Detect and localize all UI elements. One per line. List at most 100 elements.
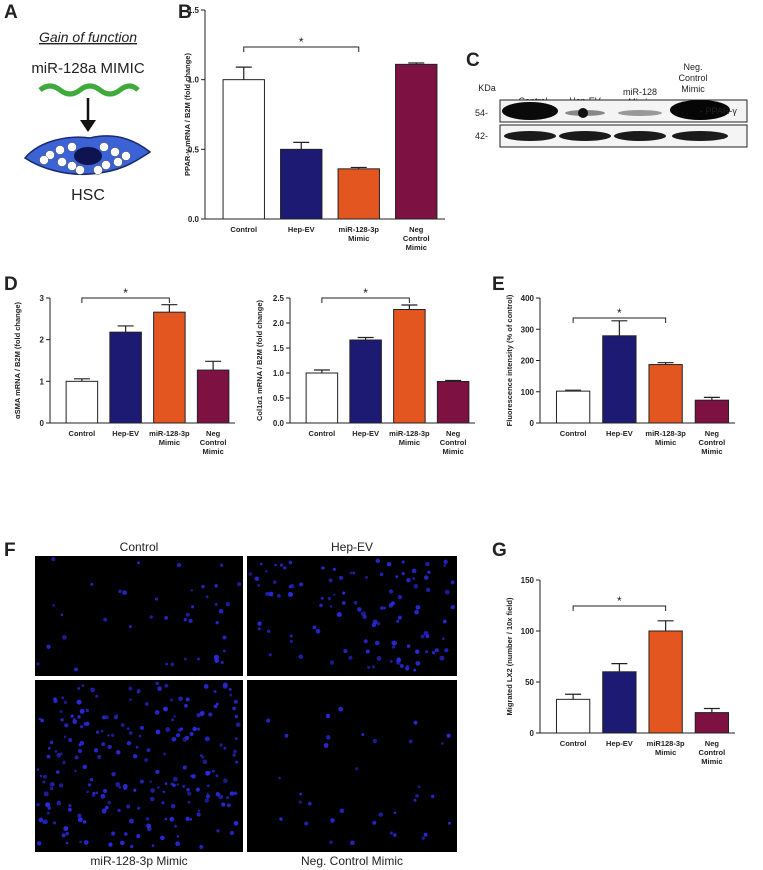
nucleus-dot (396, 660, 401, 665)
nucleus-dot (155, 769, 160, 774)
nucleus-dot (100, 729, 104, 733)
nucleus-dot (349, 571, 353, 575)
significance-bracket (321, 297, 410, 303)
nucleus-dot (124, 832, 128, 836)
lipid-droplet (99, 142, 109, 152)
nucleus-dot (52, 821, 57, 825)
nucleus-dot (205, 794, 210, 799)
nucleus-dot (64, 723, 69, 728)
nucleus-dot (372, 820, 377, 825)
nucleus-dot (101, 808, 107, 814)
nucleus-dot (343, 648, 348, 654)
bar (393, 309, 426, 424)
y-tick-label: 0.0 (273, 419, 285, 428)
nucleus-dot (126, 804, 131, 809)
nucleus-dot (77, 715, 81, 719)
nucleus-dot (60, 752, 63, 755)
nucleus-dot (185, 697, 190, 702)
nucleus-dot (53, 697, 57, 701)
nucleus-dot (179, 727, 184, 731)
diagram-agent: miR-128a MIMIC (31, 60, 145, 77)
nucleus-dot (232, 753, 236, 757)
nucleus-dot (170, 662, 175, 667)
y-tick-label: 0.5 (188, 145, 200, 154)
y-tick-label: 100 (521, 627, 535, 636)
bar (153, 311, 186, 424)
y-tick-label: 0.5 (273, 394, 285, 403)
blot-unit: KDa (478, 83, 496, 93)
y-axis-label: PPAR-γ mRNA / B2M (fold change) (183, 53, 192, 176)
bar (602, 335, 637, 424)
bar (65, 380, 99, 424)
nucleus-dot (268, 591, 274, 597)
nucleus-dot (63, 700, 68, 705)
nucleus-dot (149, 780, 152, 783)
micrograph-label: miR-128-3p Mimic (90, 854, 187, 868)
nucleus-dot (186, 787, 190, 792)
nucleus-dot (392, 833, 397, 837)
significance-bracket (81, 297, 170, 303)
nucleus-dot (266, 718, 271, 723)
nucleus-dot (63, 826, 69, 832)
nucleus-dot (95, 694, 99, 698)
y-axis-label: Migrated LX2 (number / 10x field) (505, 597, 514, 715)
nucleus-dot (408, 739, 413, 744)
nucleus-dot (128, 625, 132, 628)
nucleus-dot (443, 564, 447, 567)
bar (555, 698, 591, 734)
y-tick-label: 1.5 (273, 344, 285, 353)
nucleus-dot (144, 701, 149, 706)
nucleus-dot (169, 816, 175, 822)
x-tick-label: Control (69, 429, 96, 438)
nucleus-dot (183, 618, 187, 622)
nucleus-dot (220, 660, 224, 665)
nucleus-dot (226, 796, 229, 800)
nucleus-dot (146, 748, 151, 753)
band (504, 131, 556, 141)
nucleus-dot (49, 786, 54, 791)
nucleus-dot (68, 737, 73, 743)
x-tick-label: Control (560, 739, 587, 748)
marker-label: 42- (475, 131, 488, 141)
nucleus-dot (235, 722, 241, 728)
y-tick-label: 3 (40, 294, 45, 303)
nucleus-dot (83, 840, 89, 845)
x-tick-label: miR-128-3p Mimic (149, 429, 190, 447)
nucleus-dot (190, 589, 193, 592)
nucleus-dot (139, 725, 144, 730)
x-tick-label: miR-128-3p Mimic (645, 429, 686, 447)
nucleus-dot (56, 800, 62, 806)
nucleus-dot (77, 813, 82, 818)
nucleus-dot (213, 689, 217, 694)
y-tick-label: 100 (521, 388, 535, 397)
nucleus-dot (420, 634, 425, 639)
band-label: - PPAR-γ (700, 106, 737, 116)
nucleus-dot (265, 591, 270, 596)
nucleus-dot (150, 788, 156, 793)
nucleus-dot (229, 693, 233, 697)
nucleus-dot (355, 767, 359, 771)
nucleus-dot (413, 668, 417, 672)
nucleus-dot (222, 684, 228, 689)
nucleus-dot (401, 560, 405, 564)
nucleus-dot (61, 696, 64, 700)
bar (694, 399, 730, 424)
nucleus-dot (206, 792, 210, 796)
nucleus-dot (425, 650, 429, 654)
nucleus-dot (425, 561, 430, 567)
nucleus-dot (386, 562, 392, 567)
x-tick-label: Neg Control Mimic (699, 429, 726, 456)
nucleus-dot (157, 686, 162, 692)
nucleus-dot (215, 621, 219, 625)
nucleus-dot (122, 590, 127, 596)
nucleus-dot (176, 563, 182, 568)
nucleus-dot (128, 686, 133, 691)
nucleus-dot (288, 584, 293, 589)
nucleus-dot (319, 603, 323, 608)
nucleus-dot (298, 800, 302, 804)
x-tick-label: Hep-EV (606, 739, 633, 748)
nucleus-dot (415, 794, 419, 798)
nucleus-dot (118, 589, 122, 594)
nucleus (74, 147, 102, 165)
x-tick-label: miR-128-3p Mimic (339, 225, 380, 243)
